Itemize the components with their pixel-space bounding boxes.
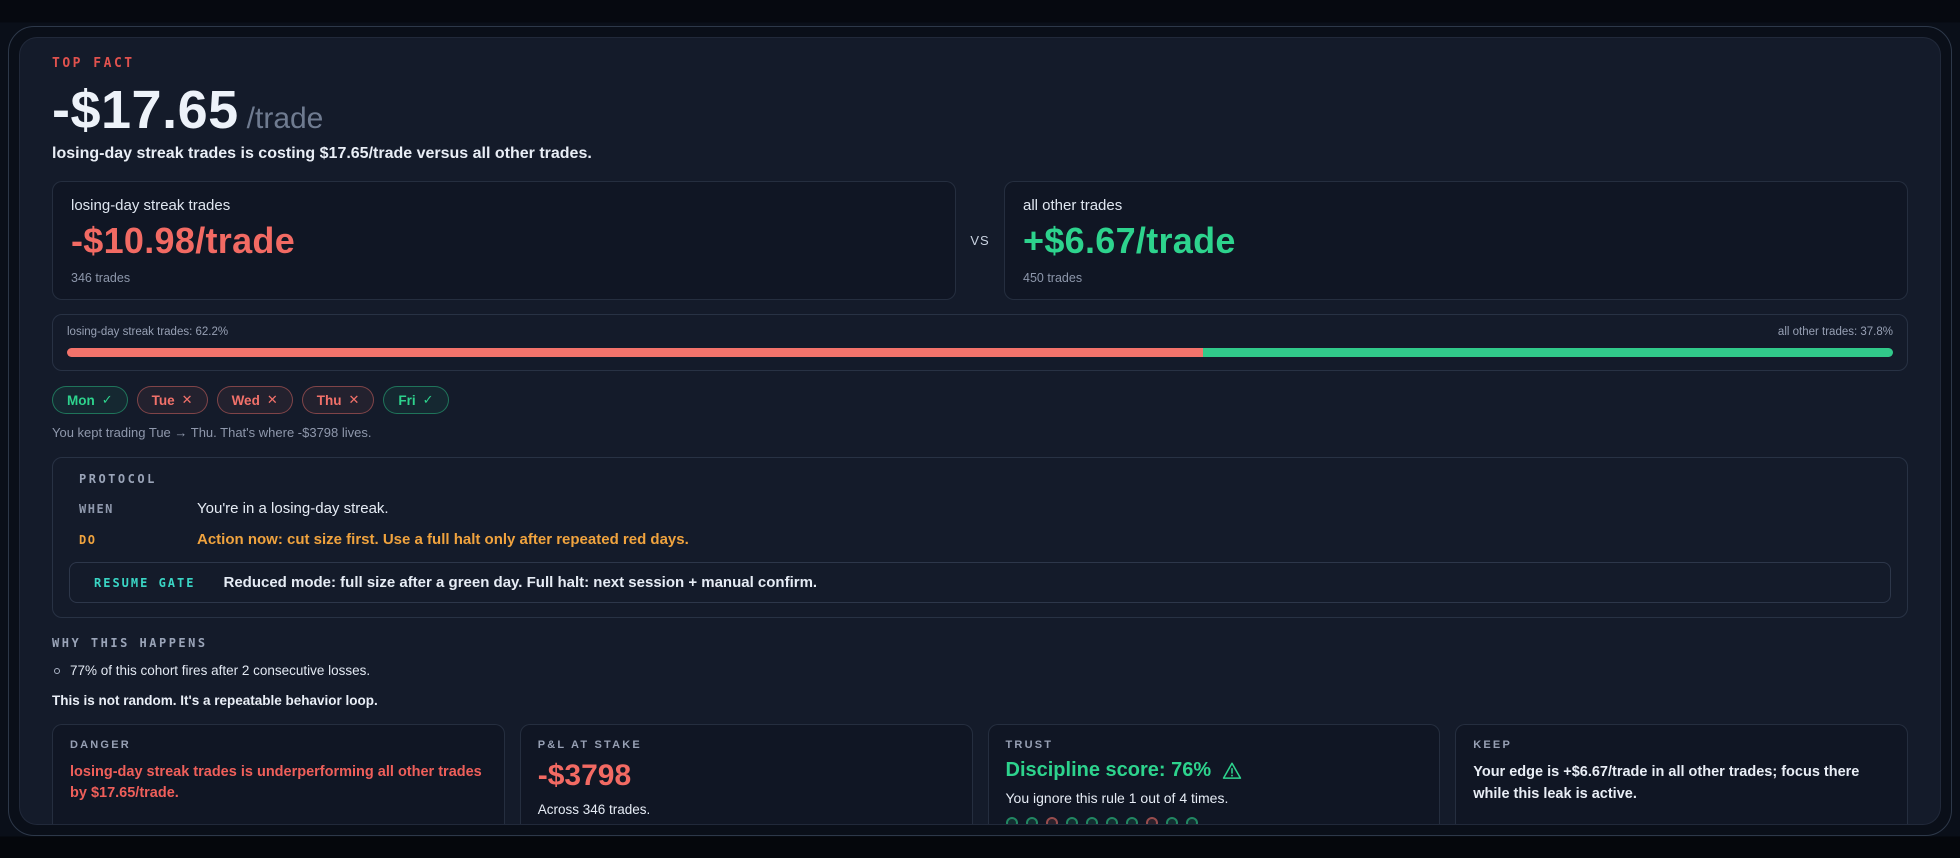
protocol-when-key: WHEN bbox=[79, 502, 114, 516]
why-conclusion: This is not random. It's a repeatable be… bbox=[52, 693, 378, 708]
protocol-do-row: DO Action now: cut size first. Use a ful… bbox=[69, 531, 1891, 548]
resume-gate-text: Reduced mode: full size after a green da… bbox=[223, 574, 818, 591]
rule-dot bbox=[1045, 817, 1058, 824]
headline: -$17.65 /trade bbox=[52, 79, 1926, 141]
vs-label: VS bbox=[970, 233, 990, 248]
rule-history-dots bbox=[1005, 817, 1423, 824]
protocol-box: PROTOCOL WHEN You're in a losing-day str… bbox=[52, 457, 1908, 618]
keep-card-text: Your edge is +$6.67/trade in all other t… bbox=[1473, 764, 1860, 802]
other-trades-card: all other trades +$6.67/trade 450 trades bbox=[1004, 181, 1908, 300]
share-bar-right bbox=[1202, 348, 1893, 357]
trade-share-box: losing-day streak trades: 62.2% all othe… bbox=[52, 314, 1908, 371]
protocol-do-key: DO bbox=[79, 533, 97, 547]
rule-dot bbox=[1125, 817, 1138, 824]
pnl-card-label: P&L AT STAKE bbox=[537, 739, 642, 751]
protocol-when-text: You're in a losing-day streak. bbox=[197, 500, 389, 517]
day-pill-thu[interactable]: Thu ✕ bbox=[301, 386, 375, 414]
rule-dot bbox=[1185, 817, 1198, 824]
why-bullet-text: 77% of this cohort fires after 2 consecu… bbox=[70, 663, 371, 678]
losing-streak-card-trades: 346 trades bbox=[71, 271, 131, 285]
losing-streak-card: losing-day streak trades -$10.98/trade 3… bbox=[52, 181, 956, 300]
rule-dot bbox=[1025, 817, 1038, 824]
rule-dot bbox=[1065, 817, 1078, 824]
cross-icon: ✕ bbox=[266, 392, 278, 407]
share-bar-left bbox=[67, 348, 1203, 357]
day-pill-mon[interactable]: Mon ✓ bbox=[52, 386, 128, 414]
day-pill-wed[interactable]: Wed ✕ bbox=[216, 386, 293, 414]
rule-dot bbox=[1085, 817, 1098, 824]
check-icon: ✓ bbox=[101, 392, 113, 407]
rule-dot bbox=[1165, 817, 1178, 824]
trust-card-label: TRUST bbox=[1005, 739, 1054, 751]
pnl-card-caption: Across 346 trades. bbox=[537, 802, 651, 817]
warning-icon[interactable] bbox=[1221, 760, 1243, 782]
other-trades-card-title: all other trades bbox=[1023, 197, 1123, 214]
day-pill-tue[interactable]: Tue ✕ bbox=[136, 386, 208, 414]
pnl-at-stake-card: P&L AT STAKE -$3798 Across 346 trades. bbox=[519, 724, 973, 824]
day-pill-wed-label: Wed bbox=[231, 392, 260, 408]
protocol-when-row: WHEN You're in a losing-day streak. bbox=[69, 500, 1891, 517]
rule-dot bbox=[1005, 817, 1018, 824]
losing-streak-card-title: losing-day streak trades bbox=[71, 197, 231, 214]
bullet-icon bbox=[54, 667, 60, 674]
other-trades-card-trades: 450 trades bbox=[1023, 271, 1083, 285]
day-pill-mon-label: Mon bbox=[67, 392, 95, 408]
headline-subtitle: losing-day streak trades is costing $17.… bbox=[52, 145, 592, 162]
weekday-caption: You kept trading Tue → Thu. That's where… bbox=[52, 425, 372, 440]
share-bar bbox=[67, 348, 1893, 357]
top-fact-label: TOP FACT bbox=[52, 56, 135, 71]
trust-card: TRUST Discipline score: 76% You ignore t… bbox=[987, 724, 1441, 824]
day-pill-thu-label: Thu bbox=[316, 392, 342, 408]
why-section: WHY THIS HAPPENS 77% of this cohort fire… bbox=[52, 636, 1926, 708]
discipline-score: Discipline score: 76% bbox=[1005, 759, 1212, 781]
comparison-row: losing-day streak trades -$10.98/trade 3… bbox=[52, 181, 1908, 300]
trust-card-caption: You ignore this rule 1 out of 4 times. bbox=[1005, 790, 1229, 806]
keep-card: KEEP Your edge is +$6.67/trade in all ot… bbox=[1455, 724, 1908, 824]
headline-unit: /trade bbox=[246, 102, 324, 135]
report-panel: TOP FACT -$17.65 /trade losing-day strea… bbox=[19, 37, 1941, 825]
protocol-do-text: Action now: cut size first. Use a full h… bbox=[197, 531, 689, 548]
resume-gate-key: RESUME GATE bbox=[94, 576, 196, 590]
cross-icon: ✕ bbox=[181, 392, 193, 407]
check-icon: ✓ bbox=[422, 392, 434, 407]
share-left-label: losing-day streak trades: 62.2% bbox=[67, 326, 229, 338]
losing-streak-card-value: -$10.98/trade bbox=[71, 220, 296, 261]
danger-card-text: losing-day streak trades is underperform… bbox=[70, 764, 482, 802]
share-right-label: all other trades: 37.8% bbox=[1777, 326, 1893, 338]
rule-dot bbox=[1105, 817, 1118, 824]
resume-gate-box: RESUME GATE Reduced mode: full size afte… bbox=[69, 562, 1891, 603]
weekday-pills: Mon ✓ Tue ✕ Wed ✕ Thu ✕ Fri ✓ bbox=[52, 386, 1926, 414]
headline-value: -$17.65 bbox=[52, 80, 239, 140]
rule-dot bbox=[1145, 817, 1158, 824]
keep-card-label: KEEP bbox=[1473, 739, 1513, 751]
report-outer-frame: TOP FACT -$17.65 /trade losing-day strea… bbox=[8, 26, 1952, 836]
day-pill-tue-label: Tue bbox=[151, 392, 175, 408]
other-trades-card-value: +$6.67/trade bbox=[1023, 220, 1236, 261]
summary-cards-row: DANGER losing-day streak trades is under… bbox=[52, 724, 1908, 824]
why-bullet-row: 77% of this cohort fires after 2 consecu… bbox=[52, 663, 1926, 678]
why-label: WHY THIS HAPPENS bbox=[52, 636, 208, 650]
danger-card-label: DANGER bbox=[70, 739, 131, 751]
cross-icon: ✕ bbox=[348, 392, 360, 407]
danger-card: DANGER losing-day streak trades is under… bbox=[52, 724, 505, 824]
day-pill-fri-label: Fri bbox=[398, 392, 416, 408]
protocol-label: PROTOCOL bbox=[79, 472, 157, 486]
day-pill-fri[interactable]: Fri ✓ bbox=[383, 386, 449, 414]
pnl-card-value: -$3798 bbox=[537, 759, 632, 792]
